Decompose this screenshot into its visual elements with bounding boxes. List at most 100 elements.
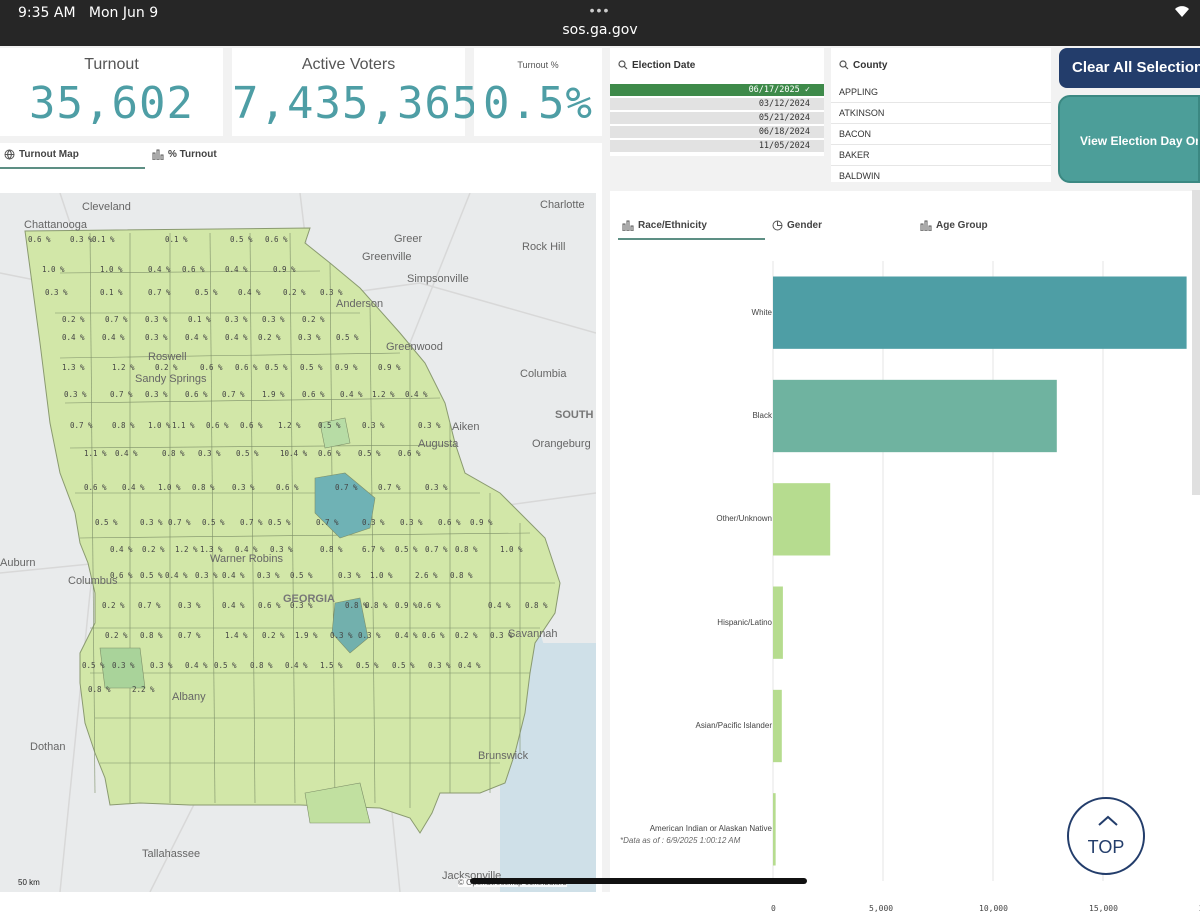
county-turnout-label: 0.3 % xyxy=(490,631,513,640)
county-turnout-label: 0.3 % xyxy=(358,631,381,640)
county-turnout-label: 0.3 % xyxy=(262,315,285,324)
election-date-option[interactable]: 06/18/2024 xyxy=(610,126,824,139)
map-place-label: Charlotte xyxy=(540,199,585,211)
url-bar[interactable]: sos.ga.gov xyxy=(562,22,638,38)
county-turnout-label: 0.3 % xyxy=(428,661,451,670)
county-turnout-label: 1.9 % xyxy=(295,631,318,640)
county-highlight-low xyxy=(99,647,146,689)
election-date-filter[interactable]: Election Date 06/17/2025 ✓ 03/12/2024 05/2… xyxy=(610,48,824,156)
county-turnout-label: 0.4 % xyxy=(115,449,138,458)
category-label: Hispanic/Latino xyxy=(717,617,772,627)
map-place-label: Auburn xyxy=(0,557,36,569)
county-option[interactable]: BACON xyxy=(831,124,1051,145)
demographics-panel: Race/Ethnicity Gender Age Group White Bla… xyxy=(610,191,1200,913)
county-turnout-label: 2.6 % xyxy=(415,571,438,580)
bar-white[interactable] xyxy=(773,276,1187,349)
tab-age-group[interactable]: Age Group xyxy=(920,220,988,232)
election-date-option[interactable]: 05/21/2024 xyxy=(610,112,824,125)
election-date-option[interactable]: 06/17/2025 ✓ xyxy=(610,84,824,97)
county-turnout-label: 0.3 % xyxy=(418,421,441,430)
category-label: Black xyxy=(752,411,772,420)
bar-american-indian-or-alaskan-native[interactable] xyxy=(773,793,776,866)
county-filter[interactable]: County APPLING ATKINSON BACON BAKER BALDWIN xyxy=(831,48,1051,182)
election-date-option[interactable]: 03/12/2024 xyxy=(610,98,824,111)
bar-black[interactable] xyxy=(773,379,1057,453)
county-turnout-label: 1.2 % xyxy=(372,390,395,399)
county-turnout-label: 0.6 % xyxy=(84,483,107,492)
kpi-active-voters-title: Active Voters xyxy=(301,56,396,73)
county-turnout-label: 0.1 % xyxy=(100,288,123,297)
tab-age-group-label: Age Group xyxy=(936,220,988,232)
county-turnout-label: 0.3 % xyxy=(400,518,423,527)
back-to-top-button[interactable]: TOP xyxy=(1067,797,1145,875)
county-turnout-label: 0.4 % xyxy=(225,265,248,274)
county-turnout-label: 0.3 % xyxy=(178,601,201,610)
county-turnout-label: 0.3 % xyxy=(257,571,280,580)
county-turnout-label: 0.8 % xyxy=(250,661,273,670)
county-turnout-label: 0.4 % xyxy=(405,390,428,399)
county-highlight-ne xyxy=(319,417,351,449)
x-tick-label: 10,000 xyxy=(979,904,1008,913)
map-place-label: Greenville xyxy=(362,251,412,263)
scrollbar[interactable] xyxy=(1192,190,1200,495)
tab-dots[interactable]: ••• xyxy=(589,2,611,18)
county-highlight-mid xyxy=(331,597,369,654)
county-turnout-label: 0.2 % xyxy=(455,631,478,640)
active-tab-underline xyxy=(0,167,145,169)
clear-all-selections-button[interactable]: Clear All Selections xyxy=(1059,48,1200,88)
map-place-label: Brunswick xyxy=(478,750,529,762)
map-place-label: Columbia xyxy=(520,368,567,380)
election-date-header[interactable]: Election Date xyxy=(610,48,824,82)
county-turnout-label: 0.3 % xyxy=(145,333,168,342)
search-icon xyxy=(839,60,849,70)
county-turnout-label: 0.3 % xyxy=(112,661,135,670)
county-turnout-label: 0.5 % xyxy=(358,449,381,458)
home-indicator[interactable] xyxy=(470,878,807,884)
bar-asian-pacific-islander[interactable] xyxy=(773,689,782,763)
county-option[interactable]: BALDWIN xyxy=(831,166,1051,182)
category-label: Other/Unknown xyxy=(716,514,772,524)
county-turnout-label: 0.7 % xyxy=(148,288,171,297)
county-turnout-label: 0.6 % xyxy=(265,235,288,244)
map-place-label: Greenwood xyxy=(386,341,443,353)
county-turnout-label: 0.3 % xyxy=(232,483,255,492)
search-icon xyxy=(618,60,628,70)
map-place-label: Rock Hill xyxy=(522,241,566,253)
view-election-day-only-button[interactable]: View Election Day Only xyxy=(1058,95,1200,183)
tab-race-ethnicity[interactable]: Race/Ethnicity xyxy=(622,220,707,232)
county-turnout-label: 0.6 % xyxy=(185,390,208,399)
county-turnout-label: 0.1 % xyxy=(92,235,115,244)
county-turnout-label: 0.8 % xyxy=(162,449,185,458)
county-turnout-label: 0.9 % xyxy=(378,363,401,372)
county-option[interactable]: ATKINSON xyxy=(831,103,1051,124)
tab-gender[interactable]: Gender xyxy=(772,220,822,231)
turnout-map[interactable]: Cleveland Chattanooga Charlotte Greer Rock H… xyxy=(0,193,596,892)
county-turnout-label: 0.3 % xyxy=(270,545,293,554)
county-turnout-label: 0.2 % xyxy=(142,545,165,554)
county-turnout-label: 0.3 % xyxy=(298,333,321,342)
county-turnout-label: 0.4 % xyxy=(225,333,248,342)
map-place-label: Warner Robins xyxy=(210,553,283,565)
county-turnout-label: 1.1 % xyxy=(84,449,107,458)
election-date-option[interactable]: 11/05/2024 xyxy=(610,140,824,153)
county-option[interactable]: BAKER xyxy=(831,145,1051,166)
bar-hispanic-latino[interactable] xyxy=(773,586,783,659)
county-turnout-label: 0.6 % xyxy=(422,631,445,640)
county-option[interactable]: APPLING xyxy=(831,82,1051,103)
county-turnout-label: 0.8 % xyxy=(525,601,548,610)
county-header[interactable]: County xyxy=(831,48,1051,82)
status-time: 9:35 AM Mon Jun 9 xyxy=(18,5,159,21)
county-turnout-label: 0.3 % xyxy=(45,288,68,297)
county-turnout-label: 0.4 % xyxy=(185,333,208,342)
tab-turnout-map[interactable]: Turnout Map xyxy=(4,149,79,160)
county-turnout-label: 0.4 % xyxy=(395,631,418,640)
county-turnout-label: 1.0 % xyxy=(100,265,123,274)
race-ethnicity-chart xyxy=(772,261,1187,881)
county-turnout-label: 0.4 % xyxy=(185,661,208,670)
county-turnout-label: 0.6 % xyxy=(318,449,341,458)
county-turnout-label: 2.2 % xyxy=(132,685,155,694)
county-turnout-label: 0.9 % xyxy=(273,265,296,274)
bar-other-unknown[interactable] xyxy=(773,483,831,556)
tab-pct-turnout[interactable]: % Turnout xyxy=(152,149,217,161)
county-turnout-label: 0.7 % xyxy=(178,631,201,640)
